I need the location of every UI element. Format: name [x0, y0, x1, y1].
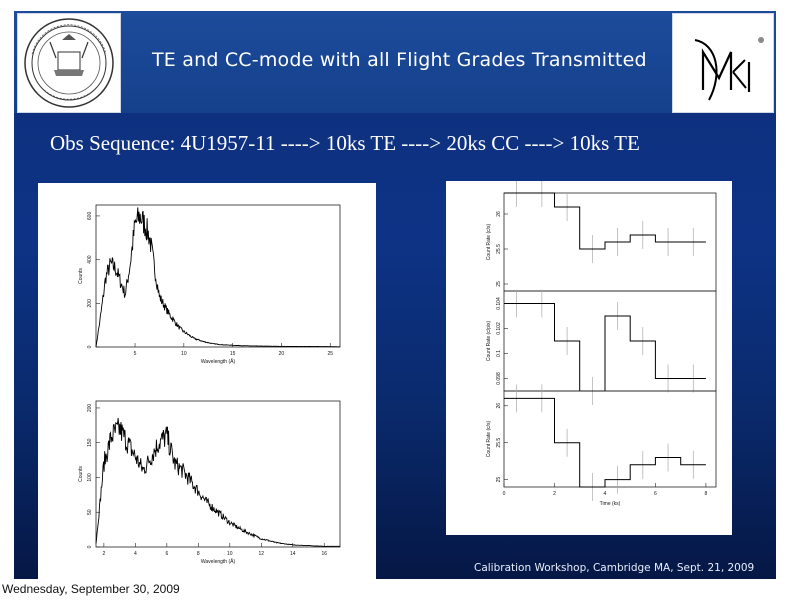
x-tick-label-0-2: 15 — [230, 351, 236, 357]
slide: TE and CC-mode with all Flight Grades Tr… — [14, 11, 776, 579]
lc-frame-1 — [503, 290, 717, 392]
lc-x-tick-label-2-4: 8 — [705, 491, 708, 497]
lc-y-axis-label-0: Count Rate (c/s) — [486, 223, 492, 260]
x-tick-label-1-4: 10 — [227, 551, 233, 557]
lc-x-axis-label-2: Time (ks) — [600, 501, 621, 507]
x-tick-label-0-1: 10 — [181, 351, 187, 357]
lc-y-tick-label-2-0: 25 — [496, 477, 502, 483]
y-tick-label-0-1: 200 — [87, 299, 93, 308]
spectrum-series-1 — [95, 418, 340, 547]
x-tick-label-1-0: 2 — [102, 551, 105, 557]
y-tick-label-1-3: 150 — [87, 438, 93, 447]
lc-y-tick-label-1-3: 0.104 — [496, 297, 502, 310]
y-tick-label-1-1: 50 — [87, 509, 93, 515]
y-tick-label-1-0: 0 — [87, 545, 93, 548]
y-tick-label-1-4: 200 — [87, 404, 93, 413]
spectrum-frame-1 — [95, 400, 341, 548]
obs-sequence-subtitle: Obs Sequence: 4U1957-11 ----> 10ks TE --… — [50, 131, 640, 155]
lc-x-tick-label-2-3: 6 — [654, 491, 657, 497]
lc-y-tick-label-1-2: 0.102 — [496, 322, 502, 335]
y-tick-label-0-3: 600 — [87, 212, 93, 221]
slide-title: TE and CC-mode with all Flight Grades Tr… — [152, 49, 647, 71]
x-tick-label-0-3: 20 — [279, 351, 285, 357]
spectra-figure: 5 10 15 20 25 0 200 400 600 Wavelength (Å) Counts 2… — [38, 183, 376, 579]
lc-x-tick-label-2-2: 4 — [604, 491, 607, 497]
lightcurve-figure: 25 25.5 26 Count Rate (c/s) 0.098 0.1 0.102 0.1… — [446, 179, 732, 535]
x-axis-label-0: Wavelength (Å) — [201, 358, 236, 365]
lc-y-tick-label-2-2: 26 — [496, 403, 502, 409]
spectrum-frame-0 — [95, 204, 341, 348]
y-tick-label-0-0: 0 — [87, 345, 93, 348]
y-axis-label-0: Counts — [78, 268, 84, 284]
x-tick-label-0-0: 5 — [134, 351, 137, 357]
lc-y-tick-label-1-1: 0.1 — [496, 350, 502, 357]
x-tick-label-1-5: 12 — [259, 551, 265, 557]
lc-series-1 — [504, 303, 706, 392]
lc-y-tick-label-0-1: 25.5 — [496, 244, 502, 254]
lc-frame-2 — [503, 390, 717, 488]
lc-y-tick-label-0-2: 26 — [496, 211, 502, 217]
x-tick-label-1-2: 6 — [165, 551, 168, 557]
lc-y-tick-label-1-0: 0.098 — [496, 372, 502, 385]
mit-seal-logo — [17, 13, 121, 113]
lc-x-tick-label-2-1: 2 — [553, 491, 556, 497]
x-tick-label-1-1: 4 — [134, 551, 137, 557]
mki-logo — [672, 13, 774, 113]
lc-y-axis-label-2: Count Rate (c/s) — [486, 420, 492, 457]
y-tick-label-1-2: 100 — [87, 473, 93, 482]
header-band — [14, 11, 776, 113]
date-footer: Wednesday, September 30, 2009 — [2, 582, 180, 596]
y-tick-label-0-2: 400 — [87, 255, 93, 264]
footer-credit: Calibration Workshop, Cambridge MA, Sept… — [474, 562, 755, 574]
lc-y-tick-label-0-0: 25 — [496, 281, 502, 287]
x-tick-label-1-6: 14 — [290, 551, 296, 557]
x-axis-label-1: Wavelength (Å) — [201, 558, 236, 565]
spectrum-series-0 — [95, 207, 340, 348]
y-axis-label-1: Counts — [78, 466, 84, 482]
x-tick-label-1-3: 8 — [197, 551, 200, 557]
lc-series-0 — [504, 192, 706, 250]
x-tick-label-0-4: 25 — [327, 351, 333, 357]
lc-y-axis-label-1: Count Rate (c/pix) — [486, 321, 492, 362]
lc-x-tick-label-2-0: 0 — [503, 491, 506, 497]
lc-y-tick-label-2-1: 25.5 — [496, 438, 502, 448]
lc-series-2 — [504, 397, 706, 488]
x-tick-label-1-7: 16 — [321, 551, 327, 557]
